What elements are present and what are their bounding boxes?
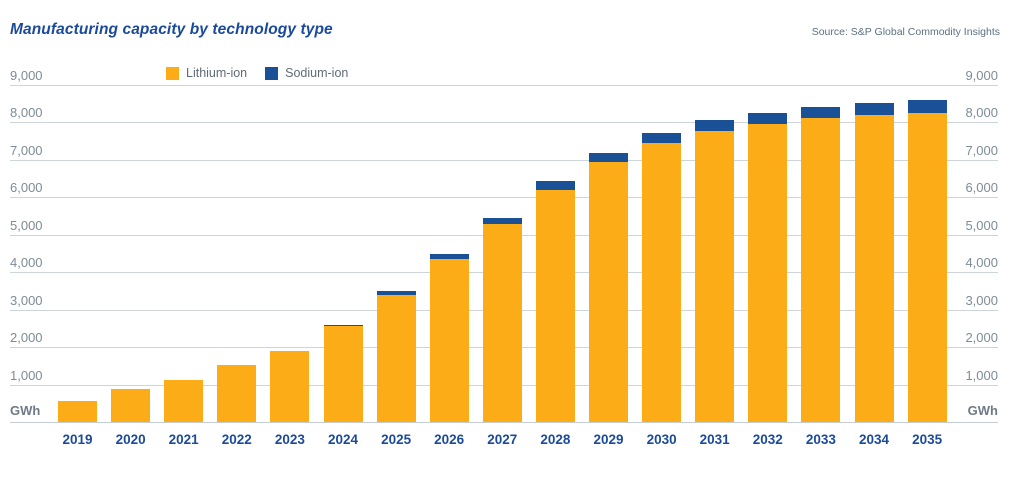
legend-item-lithium-ion: Lithium-ion	[166, 66, 247, 80]
bar-segment-sodium-2025	[376, 291, 416, 295]
legend-label-lithium: Lithium-ion	[186, 66, 248, 80]
gridline	[10, 197, 998, 198]
bar-segment-lithium-2031	[695, 131, 735, 422]
bar-segment-sodium-2034	[854, 102, 894, 115]
bar-segment-sodium-2027	[482, 218, 522, 225]
bar-segment-lithium-2024	[323, 326, 363, 422]
y-tick-label-right: 4,000	[965, 255, 998, 270]
y-tick-label-right: 6,000	[965, 180, 998, 195]
x-tick-label-2032: 2032	[752, 432, 783, 447]
y-tick-label-left: 2,000	[10, 330, 43, 345]
legend: Lithium-ion Sodium-ion	[166, 66, 348, 80]
y-tick-label-left: 3,000	[10, 292, 43, 308]
x-tick-label-2031: 2031	[699, 432, 730, 447]
y-tick-label-right: 1,000	[965, 367, 998, 383]
bar-segment-lithium-2029	[589, 162, 628, 422]
lithium-swatch-icon	[166, 66, 179, 80]
unit-label-left: GWh	[10, 403, 41, 418]
bar-segment-lithium-2030	[642, 142, 682, 422]
bar-segment-sodium-2031	[695, 120, 735, 131]
y-tick-label-left: 7,000	[10, 142, 43, 158]
y-tick-label-right: 3,000	[965, 292, 998, 308]
bar-segment-lithium-2034	[854, 114, 894, 422]
x-tick-label-2035: 2035	[912, 432, 943, 447]
legend-label-sodium: Sodium-ion	[285, 66, 349, 80]
bar-segment-sodium-2028	[535, 181, 575, 190]
x-tick-label-2021: 2021	[168, 432, 199, 447]
bar-segment-lithium-2028	[535, 189, 575, 422]
bar-segment-sodium-2029	[589, 153, 628, 163]
y-tick-label-left: 5,000	[10, 217, 43, 233]
source-attribution: Source: S&P Global Commodity Insights	[811, 26, 1000, 38]
y-tick-label-left: 4,000	[10, 255, 43, 270]
bar-segment-lithium-2022	[217, 365, 257, 422]
x-tick-label-2020: 2020	[115, 432, 146, 447]
x-tick-label-2022: 2022	[221, 432, 252, 447]
x-tick-label-2026: 2026	[434, 432, 465, 447]
bar-segment-sodium-2030	[642, 132, 682, 143]
bar-segment-sodium-2032	[748, 113, 788, 125]
x-tick-label-2029: 2029	[593, 432, 624, 447]
bar-segment-lithium-2021	[164, 379, 204, 422]
gridline	[10, 159, 998, 161]
bar-segment-lithium-2032	[748, 124, 788, 422]
y-tick-label-right: 5,000	[965, 217, 998, 233]
legend-item-sodium-ion: Sodium-ion	[265, 66, 348, 80]
unit-label-right: GWh	[967, 403, 998, 418]
x-tick-label-2025: 2025	[381, 432, 412, 447]
y-tick-label-right: 9,000	[965, 67, 998, 83]
y-tick-label-left: 6,000	[10, 180, 43, 195]
bar-segment-lithium-2025	[376, 294, 416, 422]
bar-segment-lithium-2035	[907, 112, 947, 422]
x-axis-baseline	[10, 422, 998, 423]
bar-segment-lithium-2020	[111, 389, 151, 422]
bar-segment-lithium-2019	[58, 401, 97, 422]
x-tick-label-2024: 2024	[327, 432, 359, 447]
sodium-swatch-icon	[265, 66, 279, 80]
bar-segment-sodium-2033	[801, 107, 841, 118]
gridline	[10, 84, 998, 86]
x-tick-label-2019: 2019	[62, 432, 93, 447]
y-tick-label-right: 2,000	[965, 330, 998, 345]
y-tick-label-left: 8,000	[10, 105, 43, 120]
y-tick-label-right: 8,000	[965, 105, 998, 120]
y-tick-label-left: 1,000	[10, 367, 43, 383]
x-tick-label-2027: 2027	[487, 432, 518, 447]
x-tick-label-2033: 2033	[805, 432, 836, 447]
chart-title: Manufacturing capacity by technology typ…	[10, 21, 333, 38]
x-tick-label-2023: 2023	[274, 432, 305, 447]
x-tick-label-2030: 2030	[646, 432, 677, 447]
gridline	[10, 122, 998, 123]
bar-segment-lithium-2027	[482, 224, 522, 422]
bar-segment-lithium-2023	[270, 351, 310, 422]
bar-segment-lithium-2033	[801, 117, 841, 422]
bar-segment-lithium-2026	[429, 258, 469, 422]
bar-segment-sodium-2035	[907, 100, 947, 113]
x-tick-label-2028: 2028	[540, 432, 571, 447]
bar-segment-sodium-2024	[323, 324, 363, 326]
bar-segment-sodium-2026	[429, 253, 469, 259]
x-tick-label-2034: 2034	[858, 432, 890, 447]
y-tick-label-left: 9,000	[10, 67, 43, 83]
y-tick-label-right: 7,000	[965, 142, 998, 158]
